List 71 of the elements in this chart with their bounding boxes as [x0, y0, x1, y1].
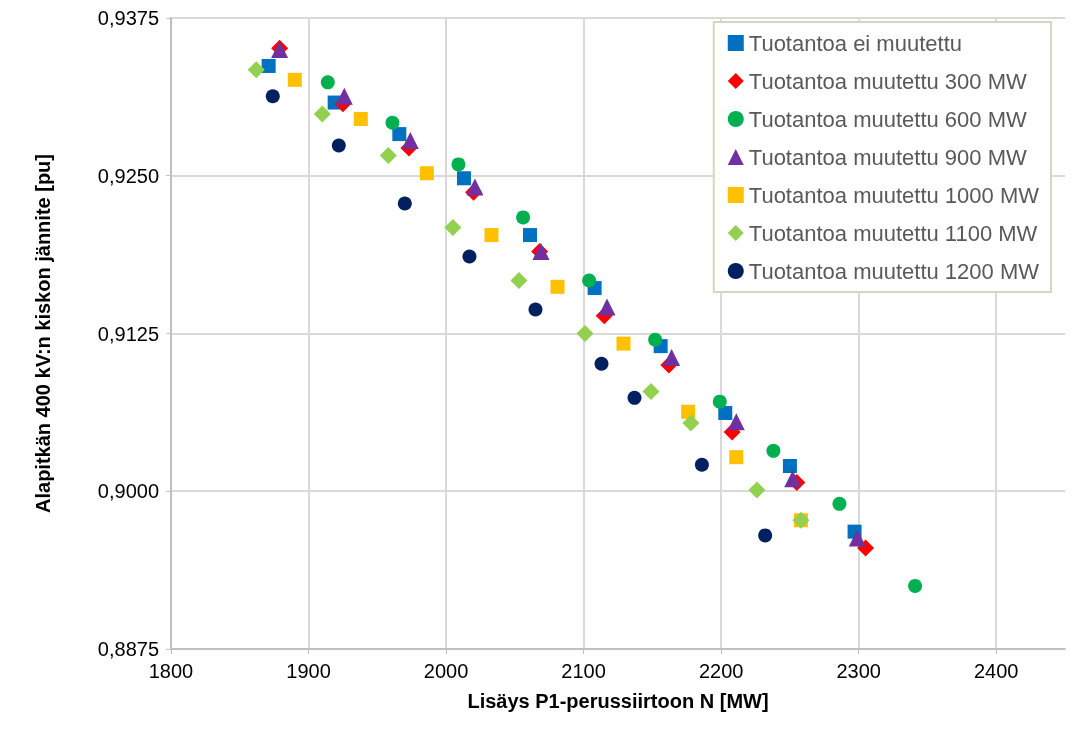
point — [832, 496, 847, 511]
x-tick-label: 2400 — [973, 660, 1019, 682]
point — [528, 302, 543, 317]
point — [594, 356, 609, 371]
point — [397, 196, 412, 211]
y-tick-label: 0,9250 — [97, 164, 159, 187]
point — [766, 443, 781, 458]
point — [392, 127, 407, 142]
y-tick-label: 0,9375 — [97, 7, 159, 29]
x-tick-label: 2100 — [561, 660, 606, 682]
point — [648, 332, 663, 347]
point — [582, 273, 597, 288]
point — [857, 539, 875, 557]
point — [748, 481, 766, 499]
point — [466, 178, 484, 196]
point — [320, 75, 335, 90]
point — [484, 228, 499, 243]
point — [265, 89, 280, 104]
legend-label: Tuotantoa muutettu 300 MW — [748, 68, 1027, 94]
point — [663, 348, 681, 366]
point — [712, 394, 727, 409]
x-tick-label: 1800 — [148, 660, 194, 682]
point — [784, 470, 802, 488]
y-tick-label: 0,9000 — [97, 480, 159, 503]
point — [419, 166, 434, 181]
legend-label: Tuotantoa muutettu 600 MW — [748, 106, 1027, 132]
point — [694, 457, 709, 472]
point — [627, 390, 642, 405]
point — [451, 157, 466, 172]
point — [908, 578, 923, 593]
point — [616, 336, 631, 351]
point — [550, 279, 565, 294]
x-tick-label: 2000 — [423, 660, 469, 682]
point — [462, 249, 477, 264]
x-tick-label: 1900 — [286, 660, 331, 682]
y-tick-label: 0,9125 — [97, 322, 159, 345]
point — [642, 383, 660, 401]
point — [729, 450, 744, 465]
point — [401, 131, 419, 149]
y-axis-title: Alapitkän 400 kV:n kiskon jännite [pu] — [32, 154, 54, 513]
point — [782, 459, 797, 474]
point — [848, 529, 866, 547]
point — [682, 414, 700, 432]
x-tick-label: 2200 — [698, 660, 744, 682]
x-axis-title: Lisäys P1-perussiirtoon N [MW] — [467, 690, 769, 712]
x-tick-label: 2300 — [836, 660, 881, 682]
point — [576, 325, 594, 342]
point — [313, 105, 331, 123]
point — [718, 406, 733, 421]
point — [331, 138, 346, 153]
point — [444, 218, 462, 236]
point — [335, 87, 353, 105]
point — [758, 528, 773, 543]
point — [385, 115, 400, 130]
point — [456, 171, 471, 186]
point — [598, 298, 616, 316]
legend-label: Tuotantoa muutettu 1100 MW — [748, 220, 1038, 246]
legend-label: Tuotantoa ei muutettu — [748, 30, 962, 56]
point — [510, 272, 528, 289]
y-tick-label: 0,8875 — [97, 638, 159, 660]
point — [516, 210, 531, 225]
point — [353, 111, 368, 126]
legend-label: Tuotantoa muutettu 1200 MW — [748, 258, 1040, 284]
legend-label: Tuotantoa muutettu 1000 MW — [748, 182, 1040, 208]
legend-label: Tuotantoa muutettu 900 MW — [748, 144, 1027, 170]
point — [522, 228, 537, 243]
point — [379, 147, 397, 165]
point — [261, 58, 276, 73]
point — [727, 413, 745, 431]
point — [287, 72, 302, 87]
point — [247, 61, 265, 79]
